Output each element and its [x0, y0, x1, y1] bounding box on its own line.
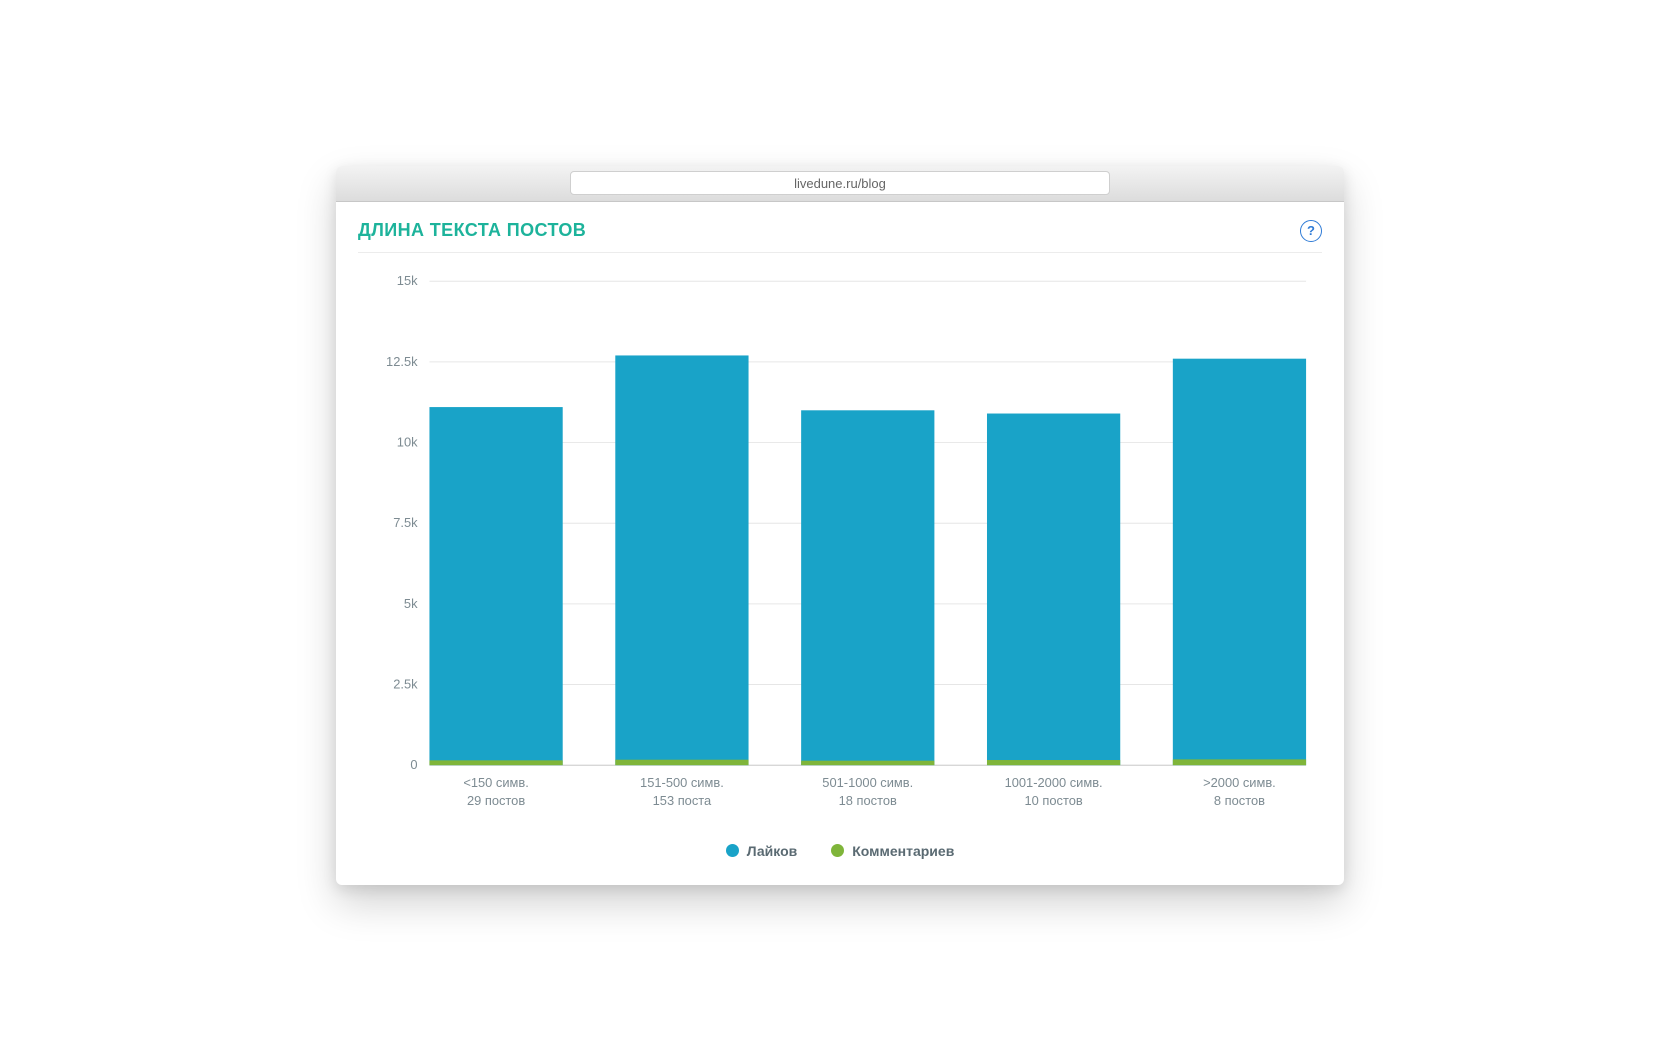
category-label-line2: 10 постов [1024, 792, 1082, 807]
legend-item-likes[interactable]: Лайков [726, 843, 798, 859]
card-header: ДЛИНА ТЕКСТА ПОСТОВ ? [358, 220, 1322, 253]
svg-text:7.5k: 7.5k [393, 515, 418, 530]
legend-dot-likes [726, 844, 739, 857]
card-title: ДЛИНА ТЕКСТА ПОСТОВ [358, 220, 586, 241]
legend-label-likes: Лайков [747, 843, 798, 859]
bar-likes[interactable] [615, 355, 748, 765]
bar-comments[interactable] [1173, 759, 1306, 765]
bar-comments[interactable] [987, 760, 1120, 765]
chart-area: 0 2.5k 5k 7.5k 10k 12.5k 15k <150 симв. 29 посто… [358, 253, 1322, 829]
bar-likes[interactable] [801, 410, 934, 765]
legend-item-comments[interactable]: Комментариев [831, 843, 954, 859]
category-label-line2: 29 постов [467, 792, 525, 807]
category-label-line2: 153 поста [653, 792, 712, 807]
chart-legend: Лайков Комментариев [358, 829, 1322, 875]
svg-text:2.5k: 2.5k [393, 676, 418, 691]
category-label-line2: 8 постов [1214, 792, 1265, 807]
browser-chrome: livedune.ru/blog [336, 166, 1344, 202]
category-label-line1: 151-500 симв. [640, 775, 724, 790]
bar-comments[interactable] [615, 759, 748, 764]
svg-text:12.5k: 12.5k [386, 353, 418, 368]
chart-card: ДЛИНА ТЕКСТА ПОСТОВ ? 0 2.5k 5k 7.5k 10k 12.5… [336, 202, 1344, 885]
address-bar-url: livedune.ru/blog [794, 176, 886, 191]
svg-text:15k: 15k [397, 273, 418, 288]
bar-chart: 0 2.5k 5k 7.5k 10k 12.5k 15k <150 симв. 29 посто… [364, 269, 1316, 829]
svg-text:5k: 5k [404, 595, 418, 610]
category-label-line1: <150 симв. [463, 775, 528, 790]
legend-dot-comments [831, 844, 844, 857]
category-label-line1: >2000 симв. [1203, 775, 1276, 790]
bar-likes[interactable] [429, 407, 562, 765]
address-bar[interactable]: livedune.ru/blog [570, 171, 1110, 195]
category-label-line1: 1001-2000 симв. [1005, 775, 1103, 790]
bar-likes[interactable] [1173, 358, 1306, 765]
bar-comments[interactable] [429, 760, 562, 765]
bar-comments[interactable] [801, 760, 934, 765]
category-label-line2: 18 постов [839, 792, 897, 807]
help-icon[interactable]: ? [1300, 220, 1322, 242]
browser-window: livedune.ru/blog ДЛИНА ТЕКСТА ПОСТОВ ? 0… [336, 166, 1344, 885]
category-label-line1: 501-1000 симв. [822, 775, 913, 790]
svg-text:10k: 10k [397, 434, 418, 449]
bar-likes[interactable] [987, 413, 1120, 765]
legend-label-comments: Комментариев [852, 843, 954, 859]
svg-text:0: 0 [410, 757, 417, 772]
